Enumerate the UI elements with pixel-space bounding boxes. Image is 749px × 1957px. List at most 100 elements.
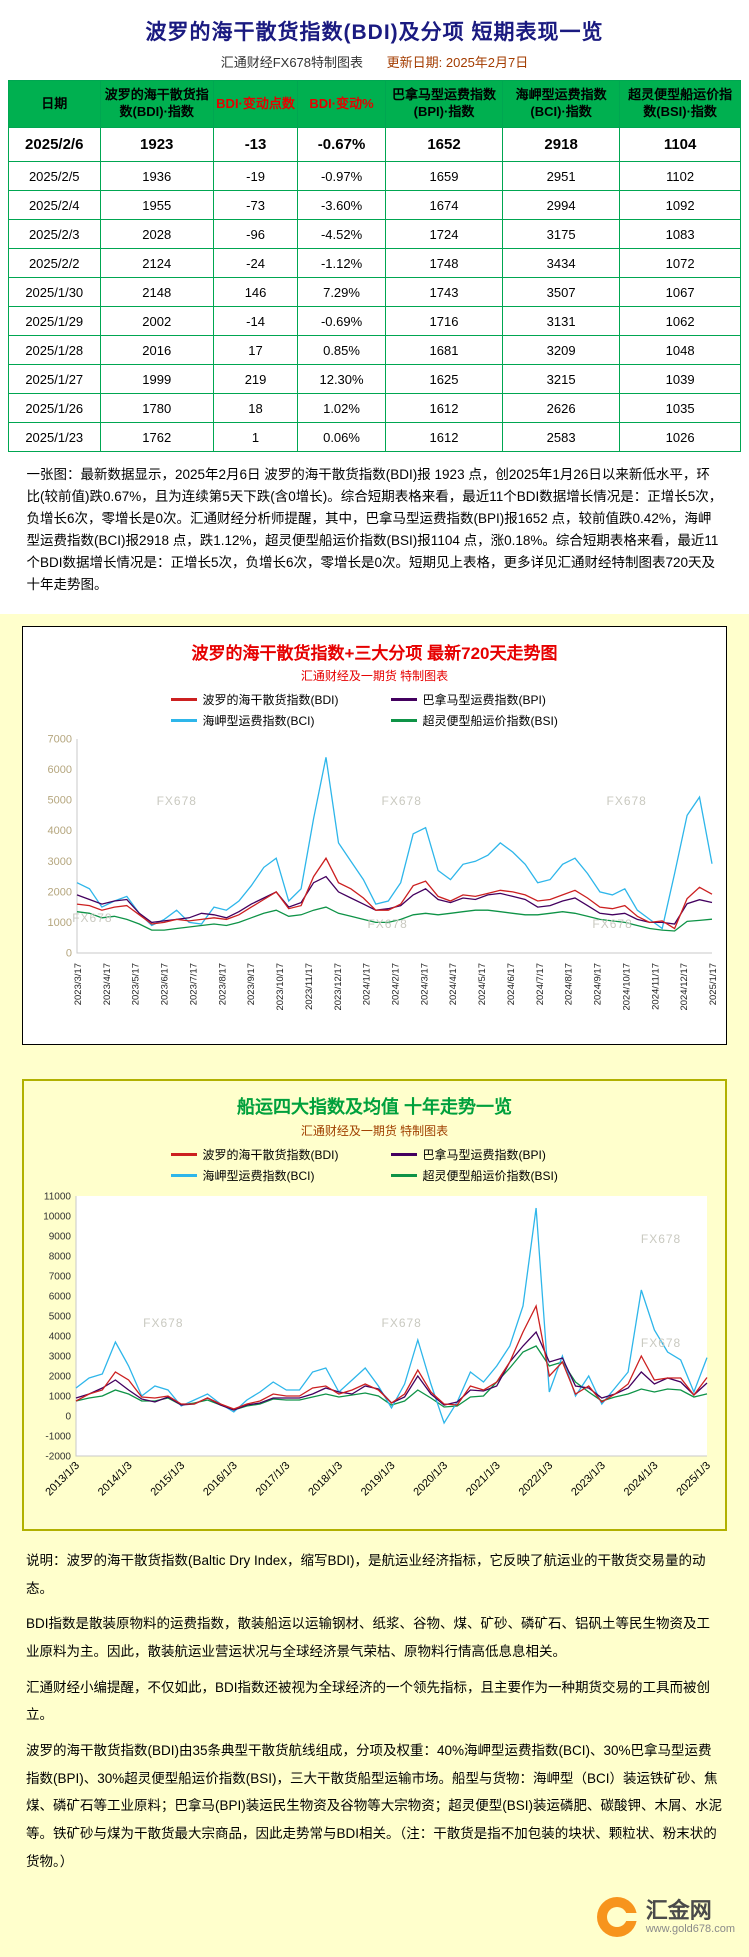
svg-text:2017/1/3: 2017/1/3 <box>254 1460 293 1499</box>
column-header: 海岬型运费指数(BCI)·指数 <box>502 80 621 128</box>
svg-text:2024/8/17: 2024/8/17 <box>564 963 575 1005</box>
svg-text:1000: 1000 <box>48 917 72 929</box>
table-cell: -24 <box>212 248 299 278</box>
gold678-logo: 汇金网 www.gold678.com <box>596 1897 735 1938</box>
column-header: BDI·变动点数 <box>212 80 299 128</box>
svg-text:2014/1/3: 2014/1/3 <box>96 1460 135 1499</box>
table-cell: -3.60% <box>297 190 386 220</box>
table-cell: 1035 <box>619 393 741 423</box>
svg-text:2013/1/3: 2013/1/3 <box>43 1460 82 1499</box>
legend-item: 巴拿马型运费指数(BPI) <box>375 1144 595 1165</box>
svg-text:2024/9/17: 2024/9/17 <box>593 963 604 1005</box>
svg-text:2021/1/3: 2021/1/3 <box>464 1460 503 1499</box>
legend-label: 海岬型运费指数(BCI) <box>202 714 315 728</box>
legend-swatch <box>390 1174 417 1177</box>
svg-text:2022/1/3: 2022/1/3 <box>517 1460 556 1499</box>
legend-swatch <box>170 1153 197 1156</box>
table-cell: 1724 <box>384 219 504 249</box>
table-cell: 2025/2/6 <box>8 127 101 162</box>
table-cell: 1748 <box>384 248 504 278</box>
svg-text:0: 0 <box>65 1412 71 1423</box>
svg-text:9000: 9000 <box>49 1232 72 1243</box>
table-row: 2025/1/26 1780 18 1.02% 1612 2626 1035 <box>8 393 741 423</box>
table-cell: 1612 <box>384 393 504 423</box>
table-cell: 2028 <box>99 219 214 249</box>
table-row: 2025/2/2 2124 -24 -1.12% 1748 3434 1072 <box>8 248 741 278</box>
table-cell: 1039 <box>619 364 741 394</box>
table-cell: 7.29% <box>297 277 386 307</box>
table-cell: 2025/1/23 <box>8 422 101 452</box>
table-cell: 1923 <box>99 127 214 162</box>
svg-text:7000: 7000 <box>49 1272 72 1283</box>
table-cell: -96 <box>212 219 299 249</box>
table-cell: 1072 <box>619 248 741 278</box>
legend-item: 海岬型运费指数(BCI) <box>155 1165 375 1186</box>
report-subtitle: 汇通财经FX678特制图表 更新日期: 2025年2月7日 <box>8 52 741 71</box>
table-cell: 3131 <box>502 306 621 336</box>
table-row: 2025/2/3 2028 -96 -4.52% 1724 3175 1083 <box>8 219 741 249</box>
column-header: 波罗的海干散货指数(BDI)·指数 <box>99 80 214 128</box>
note-paragraph: 汇通财经小编提醒，不仅如此，BDI指数还被视为全球经济的一个领先指标，且主要作为… <box>26 1679 711 1723</box>
svg-text:2024/4/17: 2024/4/17 <box>448 963 459 1005</box>
report-header-panel: 波罗的海干散货指数(BDI)及分项 短期表现一览 汇通财经FX678特制图表 更… <box>0 0 749 614</box>
svg-text:5000: 5000 <box>49 1312 72 1323</box>
legend-item: 波罗的海干散货指数(BDI) <box>155 1144 375 1165</box>
svg-text:3000: 3000 <box>48 856 72 868</box>
svg-text:2025/1/17: 2025/1/17 <box>708 963 719 1005</box>
svg-text:4000: 4000 <box>49 1332 72 1343</box>
fx678-watermark: FX678 <box>72 911 113 926</box>
table-cell: 0.06% <box>297 422 386 452</box>
table-cell: 3215 <box>502 364 621 394</box>
update-date: 更新日期: 2025年2月7日 <box>386 55 529 70</box>
column-header: BDI·变动% <box>297 80 386 128</box>
table-cell: 2951 <box>502 161 621 191</box>
table-cell: 1067 <box>619 277 741 307</box>
fx678-watermark: FX678 <box>143 1316 184 1331</box>
chart-10y-plot-area: -2000 -1000 0 1000 2000 3000 4000 5000 6000 7000 8… <box>24 1188 725 1525</box>
table-cell: -13 <box>212 127 299 162</box>
table-cell: 1762 <box>99 422 214 452</box>
table-cell: 1625 <box>384 364 504 394</box>
table-cell: -1.12% <box>297 248 386 278</box>
table-cell: 2002 <box>99 306 214 336</box>
svg-text:2024/1/3: 2024/1/3 <box>622 1460 661 1499</box>
svg-text:2024/11/17: 2024/11/17 <box>650 963 661 1010</box>
bdi-table-head-row: 日期 波罗的海干散货指数(BDI)·指数 BDI·变动点数 BDI·变动% 巴拿马型运费… <box>8 80 741 128</box>
legend-swatch <box>390 719 417 722</box>
table-row: 2025/2/6 1923 -13 -0.67% 1652 2918 1104 <box>8 127 741 162</box>
svg-text:10000: 10000 <box>43 1212 71 1223</box>
chart-10y-svg: -2000 -1000 0 1000 2000 3000 4000 5000 6000 7000 8… <box>43 1192 713 1499</box>
legend-swatch <box>170 1174 197 1177</box>
svg-text:4000: 4000 <box>48 825 72 837</box>
table-cell: -14 <box>212 306 299 336</box>
svg-text:2023/5/17: 2023/5/17 <box>131 963 142 1005</box>
table-cell: 1999 <box>99 364 214 394</box>
table-cell: 2583 <box>502 422 621 452</box>
legend-swatch <box>170 719 197 722</box>
svg-text:2023/1/3: 2023/1/3 <box>569 1460 608 1499</box>
site-footer: 汇金网 www.gold678.com <box>0 1887 749 1957</box>
legend-item: 超灵便型船运价指数(BSI) <box>375 710 595 731</box>
table-cell: -0.69% <box>297 306 386 336</box>
table-cell: 2626 <box>502 393 621 423</box>
svg-text:3000: 3000 <box>49 1352 72 1363</box>
report-source: 汇通财经FX678特制图表 <box>220 55 364 70</box>
svg-text:2024/6/17: 2024/6/17 <box>506 963 517 1005</box>
table-cell: 1 <box>212 422 299 452</box>
legend-label: 超灵便型船运价指数(BSI) <box>422 714 558 728</box>
table-cell: 1062 <box>619 306 741 336</box>
table-cell: 1026 <box>619 422 741 452</box>
table-cell: 1.02% <box>297 393 386 423</box>
legend-label: 超灵便型船运价指数(BSI) <box>422 1169 558 1183</box>
table-row: 2025/1/23 1762 1 0.06% 1612 2583 1026 <box>8 422 741 452</box>
table-cell: 2994 <box>502 190 621 220</box>
svg-text:2023/6/17: 2023/6/17 <box>160 963 171 1005</box>
svg-text:2023/11/17: 2023/11/17 <box>304 963 315 1010</box>
svg-text:2019/1/3: 2019/1/3 <box>359 1460 398 1499</box>
table-cell: 2025/1/30 <box>8 277 101 307</box>
legend-item: 波罗的海干散货指数(BDI) <box>155 689 375 710</box>
table-cell: 1612 <box>384 422 504 452</box>
table-cell: 12.30% <box>297 364 386 394</box>
table-cell: 2016 <box>99 335 214 365</box>
note-paragraph: 波罗的海干散货指数(BDI)由35条典型干散货航线组成，分项及权重：40%海岬型… <box>26 1743 722 1869</box>
